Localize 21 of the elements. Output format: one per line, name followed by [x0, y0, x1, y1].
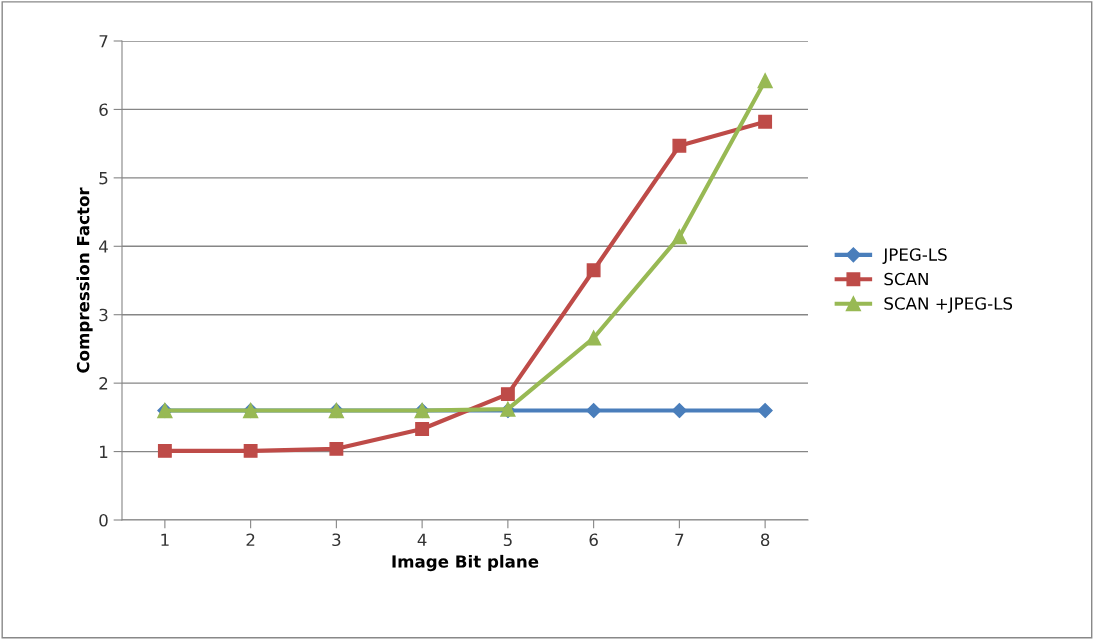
x-tick-label: 1 [161, 533, 169, 546]
x-tick-label: 2 [246, 533, 255, 546]
y-tick-label: 6 [99, 103, 108, 116]
legend-label: JPEG-LS [882, 248, 947, 264]
legend-label: SCAN +JPEG-LS [884, 297, 1013, 313]
y-tick-label: 4 [99, 240, 108, 253]
x-tick-label: 8 [760, 533, 770, 547]
x-tick-label: 5 [503, 533, 512, 547]
x-tick-label: 4 [417, 533, 427, 546]
y-tick-label: 2 [99, 377, 108, 390]
y-axis-title: Compression Factor [76, 187, 93, 373]
x-tick-label: 6 [589, 533, 598, 547]
y-tick-label: 7 [99, 35, 108, 48]
legend-label: SCAN [884, 272, 928, 286]
y-tick-label: 0 [99, 513, 108, 527]
y-tick-label: 1 [100, 445, 108, 458]
x-tick-label: 3 [332, 533, 341, 547]
x-tick-label: 7 [675, 533, 684, 546]
y-tick-label: 3 [99, 308, 108, 322]
y-tick-label: 5 [99, 172, 108, 185]
x-axis-title: Image Bit plane [392, 554, 539, 572]
